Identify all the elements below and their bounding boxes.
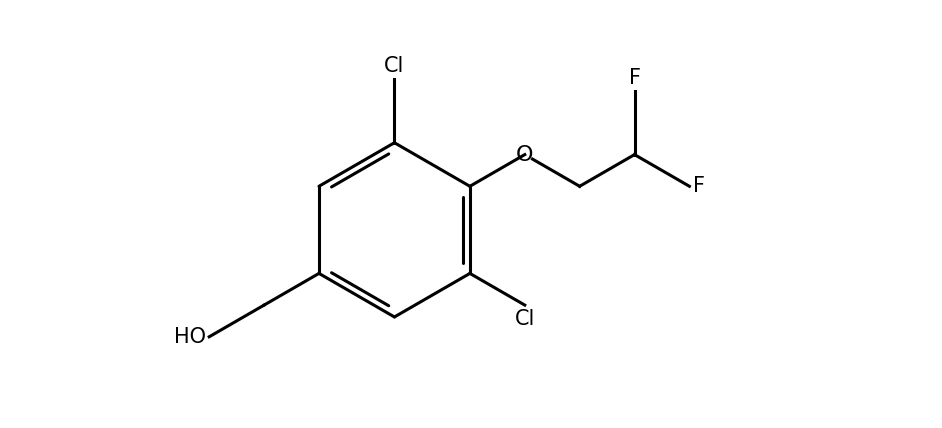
Text: Cl: Cl (384, 56, 405, 76)
Text: F: F (628, 68, 641, 88)
Text: Cl: Cl (514, 309, 535, 329)
Text: O: O (516, 145, 533, 165)
Text: F: F (693, 176, 706, 196)
Text: HO: HO (173, 327, 205, 347)
